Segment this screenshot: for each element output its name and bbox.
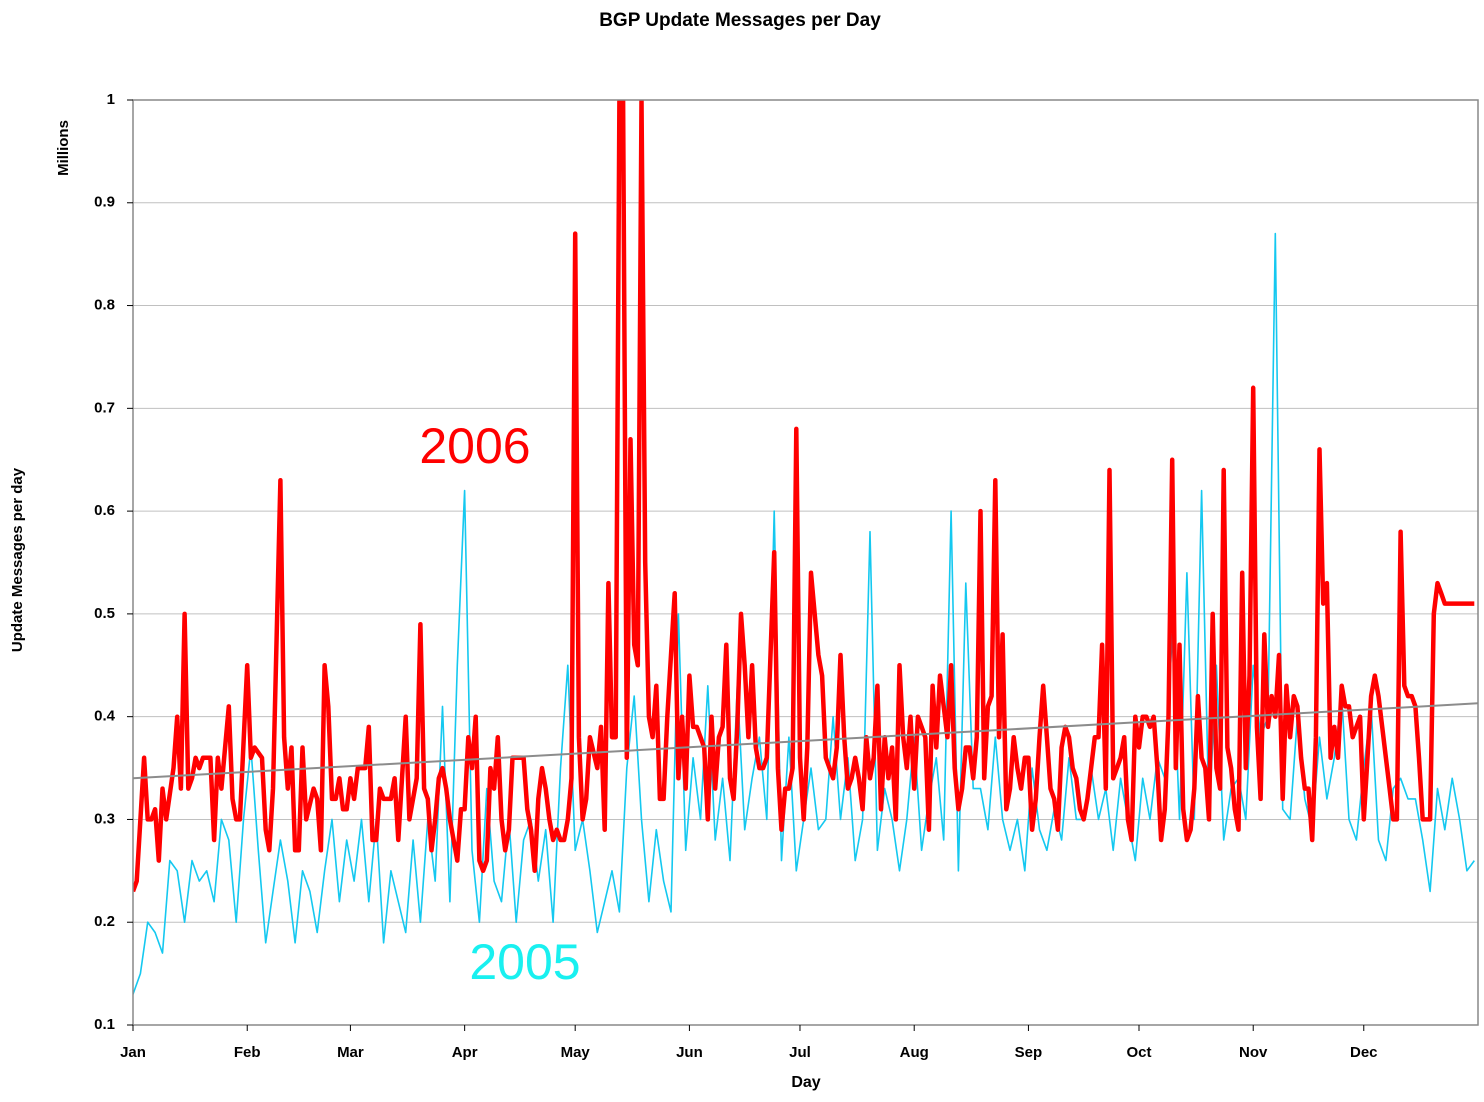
chart-title: BGP Update Messages per Day	[599, 10, 881, 31]
x-tick-label: May	[561, 1044, 591, 1061]
x-tick-label: Dec	[1350, 1044, 1378, 1061]
x-tick-label: Aug	[900, 1044, 929, 1061]
y-tick-label: 0.6	[94, 502, 115, 519]
x-tick-label: Jun	[676, 1044, 703, 1061]
x-tick-label: Apr	[452, 1044, 478, 1061]
plot-border	[132, 99, 1479, 1026]
y-tick-label: 0.1	[94, 1016, 115, 1033]
y-tick-label: 0.9	[94, 194, 115, 211]
x-axis-label: Day	[791, 1074, 820, 1091]
x-tick-label: Jan	[120, 1044, 146, 1061]
series-line	[133, 100, 1475, 893]
y-tick-label: 0.5	[94, 605, 115, 622]
y-unit-label: Millions	[55, 120, 72, 176]
y-tick-label: 0.3	[94, 810, 115, 827]
x-tick-label: Sep	[1015, 1044, 1043, 1061]
series-label: 2005	[469, 934, 580, 990]
y-tick-label: 0.4	[94, 708, 116, 725]
x-tick-label: Jul	[789, 1044, 811, 1061]
x-tick-label: Nov	[1239, 1044, 1268, 1061]
y-tick-label: 0.7	[94, 399, 115, 416]
y-tick-label: 0.8	[94, 297, 115, 314]
y-axis-label: Update Messages per day	[9, 467, 26, 652]
y-tick-label: 1	[107, 91, 115, 108]
y-tick-label: 0.2	[94, 913, 115, 930]
x-tick-label: Feb	[234, 1044, 261, 1061]
series-line	[133, 702, 1478, 780]
x-tick-label: Oct	[1126, 1044, 1151, 1061]
series-label: 2006	[419, 418, 530, 474]
x-tick-label: Mar	[337, 1044, 364, 1061]
